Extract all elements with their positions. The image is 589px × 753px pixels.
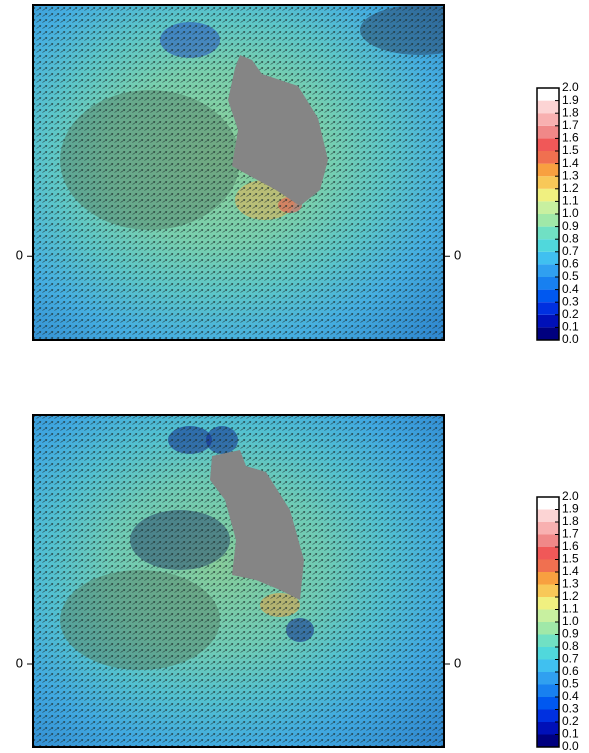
colorbar-tick-label: 1.3 (562, 168, 579, 182)
colorbar-swatch (537, 314, 559, 328)
colorbar-tick-label: 0.0 (562, 332, 579, 346)
colorbar-swatch (537, 522, 559, 535)
colorbar-tick-label: 1.0 (562, 206, 579, 220)
colorbar-swatch (537, 113, 559, 126)
colorbar-tick-label: 1.3 (562, 577, 579, 591)
colorbar-swatch (537, 559, 559, 572)
colorbar-swatch (537, 201, 559, 214)
colorbar-tick-label: 1.2 (562, 181, 579, 195)
colorbar-tick-label: 0.1 (562, 320, 579, 334)
colorbar-tick-label: 0.6 (562, 257, 579, 271)
colorbar-tick-label: 1.9 (562, 502, 579, 516)
colorbar-swatch (537, 497, 559, 510)
colorbar-tick-label: 0.4 (562, 282, 579, 296)
y-tick-label: 0 (454, 248, 461, 263)
colorbar-tick-label: 1.7 (562, 527, 579, 541)
colorbar-tick-label: 0.2 (562, 307, 579, 321)
land-mask (228, 55, 328, 206)
colorbar-swatch (537, 327, 559, 340)
colorbar-tick-label: 2.0 (562, 489, 579, 503)
colorbar-tick-label: 1.6 (562, 131, 579, 145)
colorbar-tick-label: 1.1 (562, 194, 579, 208)
colorbar-swatch (537, 659, 559, 672)
colorbar-swatch (537, 251, 559, 265)
colorbar-tick-label: 0.6 (562, 664, 579, 678)
colorbar-tick-label: 1.0 (562, 614, 579, 628)
colorbar-swatch (537, 509, 559, 522)
colorbar-tick-label: 1.9 (562, 93, 579, 107)
colorbar-tick-label: 0.1 (562, 727, 579, 741)
colorbar-swatch (537, 163, 559, 177)
colorbar-swatch (537, 572, 559, 585)
colorbar-tick-label: 0.8 (562, 231, 579, 245)
colorbar-tick-label: 1.4 (562, 156, 579, 170)
land-mask (210, 450, 304, 600)
colorbar-swatch (537, 277, 559, 290)
colorbar-swatch (537, 214, 559, 227)
colorbar-tick-label: 0.3 (562, 702, 579, 716)
vector-arrows (33, 5, 444, 340)
colorbar-swatch (537, 534, 559, 547)
colorbar-tick-label: 1.8 (562, 514, 579, 528)
colorbar-swatch (537, 697, 559, 710)
colorbar-swatch (537, 634, 559, 647)
colorbar-tick-label: 0.8 (562, 639, 579, 653)
colorbar-swatch (537, 188, 559, 202)
colorbar-swatch (537, 289, 559, 303)
y-tick-label: 0 (16, 248, 23, 263)
colorbar-tick-label: 0.7 (562, 244, 579, 258)
colorbar-tick-label: 0.0 (562, 739, 579, 753)
panel-frame (32, 414, 445, 748)
colorbar-swatch (537, 302, 559, 315)
colorbar-tick-label: 0.5 (562, 269, 579, 283)
colorbar-swatch (537, 100, 559, 114)
colorbar-swatch (537, 125, 559, 139)
colorbar-tick-label: 0.9 (562, 627, 579, 641)
colorbar-swatch (537, 647, 559, 660)
colorbar-tick-label: 1.8 (562, 105, 579, 119)
y-tick-label: 0 (16, 655, 23, 670)
panel-frame (32, 4, 445, 341)
colorbar-tick-label: 1.2 (562, 589, 579, 603)
colorbar-swatch (537, 547, 559, 560)
colorbar-swatch (537, 239, 559, 252)
colorbar-tick-label: 1.6 (562, 539, 579, 553)
colorbar-swatch (537, 609, 559, 622)
colorbar-tick-label: 0.9 (562, 219, 579, 233)
colorbar-tick-label: 1.5 (562, 143, 579, 157)
colorbar-swatch (537, 176, 559, 189)
colorbar-tick-label: 0.5 (562, 677, 579, 691)
colorbar-swatch (537, 734, 559, 747)
colorbar-tick-label: 1.4 (562, 564, 579, 578)
colorbar-tick-label: 1.7 (562, 118, 579, 132)
colorbar-swatch (537, 597, 559, 610)
map-panel (33, 415, 444, 747)
colorbar-tick-label: 0.4 (562, 689, 579, 703)
colorbar-tick-label: 0.2 (562, 714, 579, 728)
colorbar-tick-label: 1.1 (562, 602, 579, 616)
colorbar-swatch (537, 88, 559, 101)
colorbar-swatch (537, 138, 559, 151)
colorbar-tick-label: 0.3 (562, 294, 579, 308)
colorbar-swatch (537, 722, 559, 735)
colorbar-swatch (537, 709, 559, 722)
colorbar-tick-label: 1.5 (562, 552, 579, 566)
colorbar-swatch (537, 684, 559, 697)
colorbar-tick-label: 0.7 (562, 652, 579, 666)
map-panel (33, 5, 444, 340)
colorbar-swatch (537, 622, 559, 635)
colorbar-swatch (537, 672, 559, 685)
colorbar-swatch (537, 226, 559, 240)
colorbar-swatch (537, 151, 559, 164)
y-tick-label: 0 (454, 655, 461, 670)
colorbar-swatch (537, 584, 559, 597)
colorbar-swatch (537, 264, 559, 277)
colorbar-tick-label: 2.0 (562, 80, 579, 94)
